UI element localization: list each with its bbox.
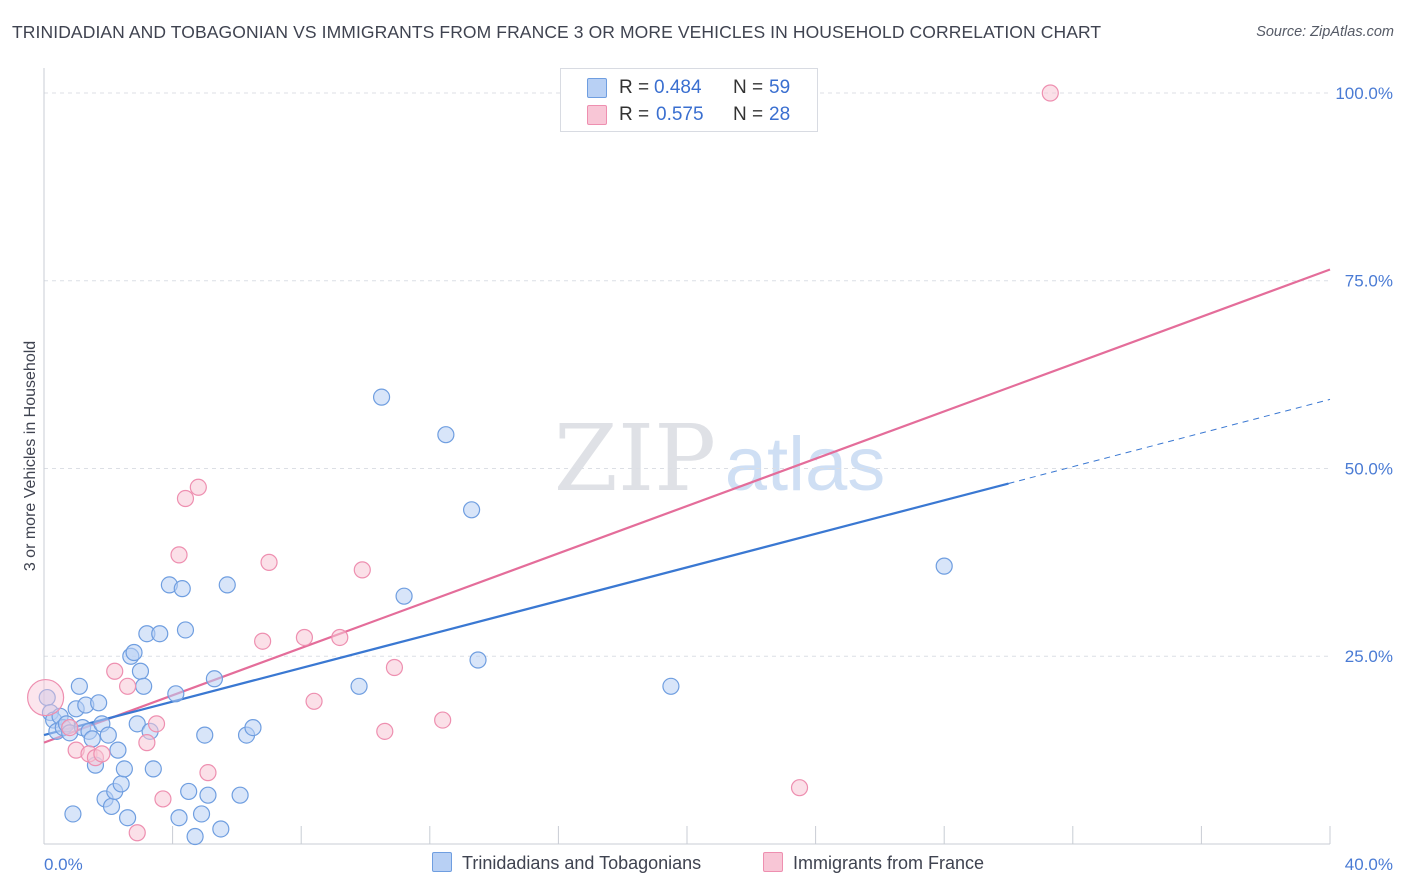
y-axis-label: 3 or more Vehicles in Household [22,341,39,571]
point-series1 [350,677,368,695]
point-series2 [1041,84,1059,102]
point-series1 [128,715,146,733]
point-series2 [93,745,111,763]
point-series2 [154,790,172,808]
legend: R = 0.484 N = 59 R = 0.575 N = 28 [560,68,818,132]
point-series2 [147,715,166,733]
legend-r-value: 0.575 [656,104,704,125]
point-series2 [331,628,349,647]
point-series1 [186,827,204,846]
point-series1 [192,805,211,823]
bottom-legend-series2: Immigrants from France [763,852,984,874]
point-series1 [70,677,88,695]
trendline-series1 [43,482,1009,737]
point-series1 [135,677,153,695]
bottom-legend-label-series2: Immigrants from France [793,853,985,873]
legend-r-label: R = [619,104,650,125]
point-series1 [935,557,953,575]
point-series1 [90,694,108,712]
legend-r-label: R = [619,77,650,98]
point-series1 [199,786,217,804]
point-series1 [196,726,214,744]
point-series1 [102,797,121,816]
trendline-series2 [43,268,1331,744]
point-series2 [260,553,278,571]
legend-r-value: 0.484 [654,77,702,98]
point-series2 [118,677,137,695]
legend-n-label: N = [733,104,764,125]
point-series1 [64,805,82,823]
bottom-legend-series1: Trinidadians and Tobagonians [432,852,701,874]
y-tick-label: 50.0% [1345,459,1393,478]
point-series1 [170,809,188,827]
point-series1 [118,809,137,827]
point-series1 [83,730,101,748]
point-series1 [99,726,117,744]
point-series2 [385,658,404,677]
x-tick-label: 40.0% [1345,855,1393,874]
point-series1 [372,388,391,406]
x-tick-label: 0.0% [44,855,83,874]
point-series1 [131,662,150,680]
y-tick-label: 75.0% [1345,272,1393,291]
watermark-atlas: atlas [725,422,886,507]
point-series1 [167,685,185,703]
point-series1 [180,782,198,801]
legend-swatch-series1 [587,78,607,98]
legend-swatch-series2 [587,105,607,125]
trendline-series1-extension [1008,398,1331,484]
watermark-zip: ZIP [554,405,716,512]
y-tick-label: 100.0% [1335,84,1393,103]
point-series2 [790,779,809,797]
point-series1 [205,670,223,688]
bottom-legend-swatch-series1 [432,852,452,872]
legend-n-value: 59 [769,77,791,98]
point-series1 [437,426,455,444]
point-series2 [170,546,188,564]
bottom-legend-swatch-series2 [763,852,783,872]
source-credit: Source: ZipAtlas.com [1256,24,1394,40]
point-series1 [395,587,413,605]
point-series2 [61,718,79,737]
point-series1 [125,643,143,662]
point-series1 [115,760,133,778]
point-series1 [244,718,262,737]
point-series2 [27,678,65,717]
point-series1 [218,576,236,594]
gridlines [44,92,1330,657]
chart-title: TRINIDADIAN AND TOBAGONIAN VS IMMIGRANTS… [12,22,1102,42]
watermark: ZIP atlas [554,405,885,512]
point-series1 [662,677,680,695]
point-series2 [106,662,124,680]
tick-labels: 25.0% 50.0% 75.0% 100.0% 0.0% 40.0% [44,84,1393,874]
trendlines [43,268,1331,744]
legend-n-label: N = [733,77,764,98]
point-series2 [128,824,146,842]
point-series2 [189,478,207,496]
point-series2 [376,722,394,740]
point-series2 [295,628,314,647]
point-series2 [199,764,217,782]
point-series1 [212,820,230,838]
data-points [27,84,1059,846]
y-tick-label: 25.0% [1345,647,1393,666]
point-series2 [254,632,272,650]
point-series1 [231,786,249,804]
legend-n-value: 28 [769,104,791,125]
point-series1 [112,775,130,793]
point-series2 [305,692,323,710]
bottom-legend-label-series1: Trinidadians and Tobagonians [462,853,702,873]
point-series1 [462,501,481,519]
point-series1 [109,741,127,759]
point-series1 [151,625,169,643]
point-series2 [176,489,195,508]
point-series2 [434,711,452,729]
point-series2 [353,561,371,579]
point-series1 [469,651,487,669]
point-series1 [176,621,195,639]
point-series2 [138,734,156,752]
point-series1 [144,760,162,778]
point-series1 [173,580,191,598]
